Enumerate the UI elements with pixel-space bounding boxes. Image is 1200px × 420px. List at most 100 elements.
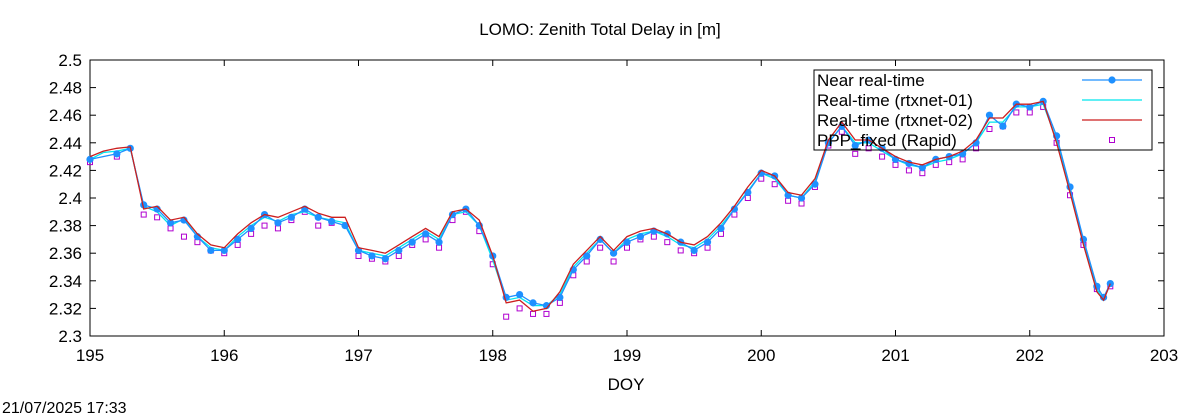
data-point bbox=[797, 194, 806, 202]
data-point bbox=[798, 200, 805, 207]
data-point bbox=[851, 141, 859, 150]
data-point bbox=[395, 252, 402, 259]
data-point bbox=[422, 236, 429, 243]
data-point bbox=[999, 122, 1007, 130]
x-tick-label: 195 bbox=[76, 346, 104, 365]
series-layer bbox=[86, 97, 1114, 320]
series-1 bbox=[89, 103, 1111, 307]
data-point bbox=[1013, 109, 1020, 116]
data-point bbox=[314, 213, 322, 221]
x-tick-label: 201 bbox=[881, 346, 909, 365]
x-axis-label: DOY bbox=[607, 375, 645, 394]
data-point bbox=[234, 235, 242, 243]
data-point bbox=[395, 246, 403, 255]
data-point bbox=[274, 219, 282, 227]
series-0 bbox=[86, 97, 1114, 310]
data-point bbox=[771, 181, 778, 188]
data-point bbox=[986, 126, 993, 132]
data-point bbox=[503, 313, 510, 320]
data-point bbox=[234, 241, 241, 248]
data-point bbox=[529, 299, 537, 307]
axes: 2.3 2.32 2.34 2.36 2.38 2.4 2.42 2.44 2.46 2.48 2.… bbox=[49, 51, 1178, 365]
x-tick-label: 203 bbox=[1150, 346, 1178, 365]
y-tick-label: 2.4 bbox=[58, 189, 82, 208]
data-point bbox=[287, 213, 295, 221]
x-tick-label: 200 bbox=[747, 346, 775, 365]
data-point bbox=[436, 244, 443, 251]
data-point bbox=[543, 310, 550, 317]
y-tick-label: 2.5 bbox=[58, 51, 82, 70]
data-point bbox=[597, 244, 604, 251]
data-point bbox=[516, 291, 524, 299]
x-tick-label: 202 bbox=[1016, 346, 1044, 365]
data-point bbox=[381, 255, 389, 263]
data-point bbox=[167, 225, 174, 232]
legend-label: Real-time (rtxnet-01) bbox=[817, 91, 973, 110]
data-point bbox=[220, 246, 228, 255]
plot-frame bbox=[89, 59, 1165, 337]
data-point bbox=[140, 211, 147, 218]
data-point bbox=[274, 225, 281, 232]
y-tick-label: 2.46 bbox=[49, 106, 82, 125]
data-point bbox=[852, 150, 859, 157]
data-point bbox=[435, 238, 443, 246]
data-point bbox=[542, 302, 551, 310]
data-point bbox=[650, 233, 657, 240]
data-point bbox=[1026, 109, 1033, 116]
legend-swatch bbox=[1109, 137, 1115, 143]
x-tick-label: 198 bbox=[479, 346, 507, 365]
series-3 bbox=[87, 103, 1114, 320]
data-point bbox=[248, 230, 255, 237]
data-point bbox=[194, 239, 201, 246]
data-point bbox=[731, 211, 738, 218]
data-point bbox=[677, 247, 684, 254]
y-tick-label: 2.34 bbox=[49, 272, 82, 291]
data-point bbox=[919, 170, 926, 177]
data-point bbox=[328, 217, 336, 226]
chart-title: LOMO: Zenith Total Delay in [m] bbox=[479, 20, 721, 39]
data-point bbox=[879, 153, 886, 160]
data-point bbox=[610, 258, 617, 265]
data-point bbox=[556, 293, 564, 301]
data-point bbox=[341, 222, 349, 230]
data-point bbox=[704, 244, 711, 251]
data-point bbox=[664, 239, 671, 246]
data-point bbox=[583, 252, 591, 260]
data-point bbox=[180, 233, 187, 240]
data-point bbox=[261, 222, 268, 229]
data-point bbox=[583, 258, 590, 265]
data-point bbox=[959, 156, 966, 163]
data-point bbox=[516, 305, 523, 312]
data-point bbox=[86, 155, 94, 163]
series-line bbox=[89, 100, 1111, 312]
x-tick-label: 199 bbox=[613, 346, 641, 365]
data-point bbox=[717, 230, 724, 237]
data-point bbox=[865, 145, 872, 152]
y-tick-label: 2.38 bbox=[49, 217, 82, 236]
x-tick-label: 197 bbox=[344, 346, 372, 365]
data-point bbox=[892, 161, 899, 168]
y-tick-label: 2.48 bbox=[49, 79, 82, 98]
y-tick-label: 2.36 bbox=[49, 244, 82, 263]
legend-label: Near real-time bbox=[817, 71, 925, 90]
data-point bbox=[556, 299, 563, 306]
legend-marker bbox=[1108, 76, 1116, 84]
legend-label: Real-time (rtxnet-02) bbox=[817, 111, 973, 130]
y-tick-label: 2.3 bbox=[58, 327, 82, 346]
data-point bbox=[609, 249, 618, 257]
data-point bbox=[166, 219, 175, 227]
data-point bbox=[368, 252, 376, 260]
data-point bbox=[624, 244, 630, 251]
data-point bbox=[785, 197, 792, 204]
data-point bbox=[758, 175, 765, 182]
data-point bbox=[1106, 279, 1114, 288]
data-point bbox=[1026, 103, 1034, 111]
data-point bbox=[717, 224, 725, 232]
data-point bbox=[636, 233, 645, 241]
data-point bbox=[623, 238, 631, 246]
data-point bbox=[207, 246, 215, 255]
data-point bbox=[905, 167, 912, 174]
data-point bbox=[408, 238, 416, 246]
y-tick-label: 2.32 bbox=[49, 299, 82, 318]
